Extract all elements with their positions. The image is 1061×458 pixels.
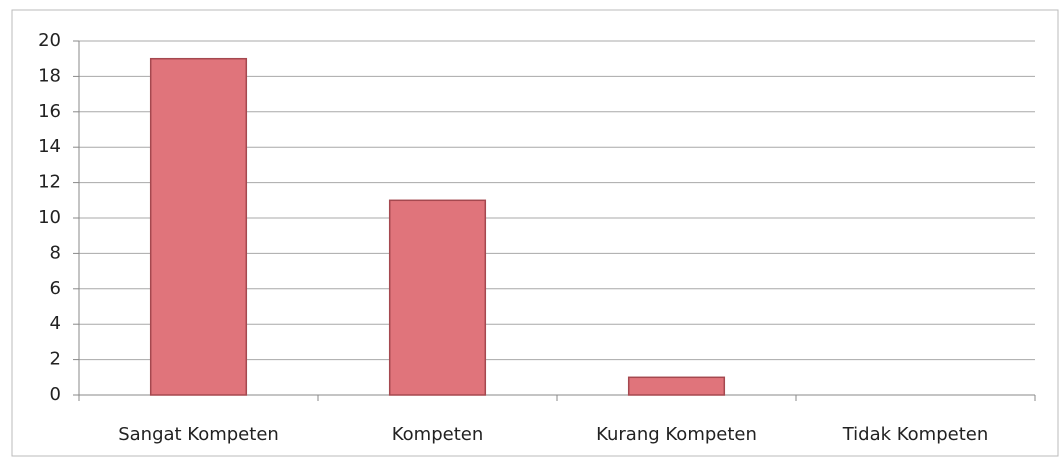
y-tick-label: 6 bbox=[50, 278, 61, 299]
x-tick-label: Tidak Kompeten bbox=[842, 424, 989, 445]
bar bbox=[149, 57, 248, 396]
y-tick-label: 16 bbox=[38, 101, 61, 122]
y-tick-label: 14 bbox=[38, 136, 61, 157]
y-tick-label: 4 bbox=[50, 313, 61, 334]
y-tick-label: 12 bbox=[38, 172, 61, 193]
x-tick-label: Sangat Kompeten bbox=[118, 424, 279, 445]
x-tick-label: Kurang Kompeten bbox=[596, 424, 757, 445]
x-tick-label: Kompeten bbox=[392, 424, 484, 445]
bar bbox=[627, 376, 726, 396]
y-tick-label: 2 bbox=[50, 349, 61, 370]
y-tick-label: 10 bbox=[38, 207, 61, 228]
y-tick-label: 8 bbox=[50, 242, 61, 263]
bar bbox=[388, 199, 487, 396]
y-tick-label: 18 bbox=[38, 65, 61, 86]
y-tick-label: 20 bbox=[38, 30, 61, 51]
y-tick-label: 0 bbox=[50, 384, 61, 405]
